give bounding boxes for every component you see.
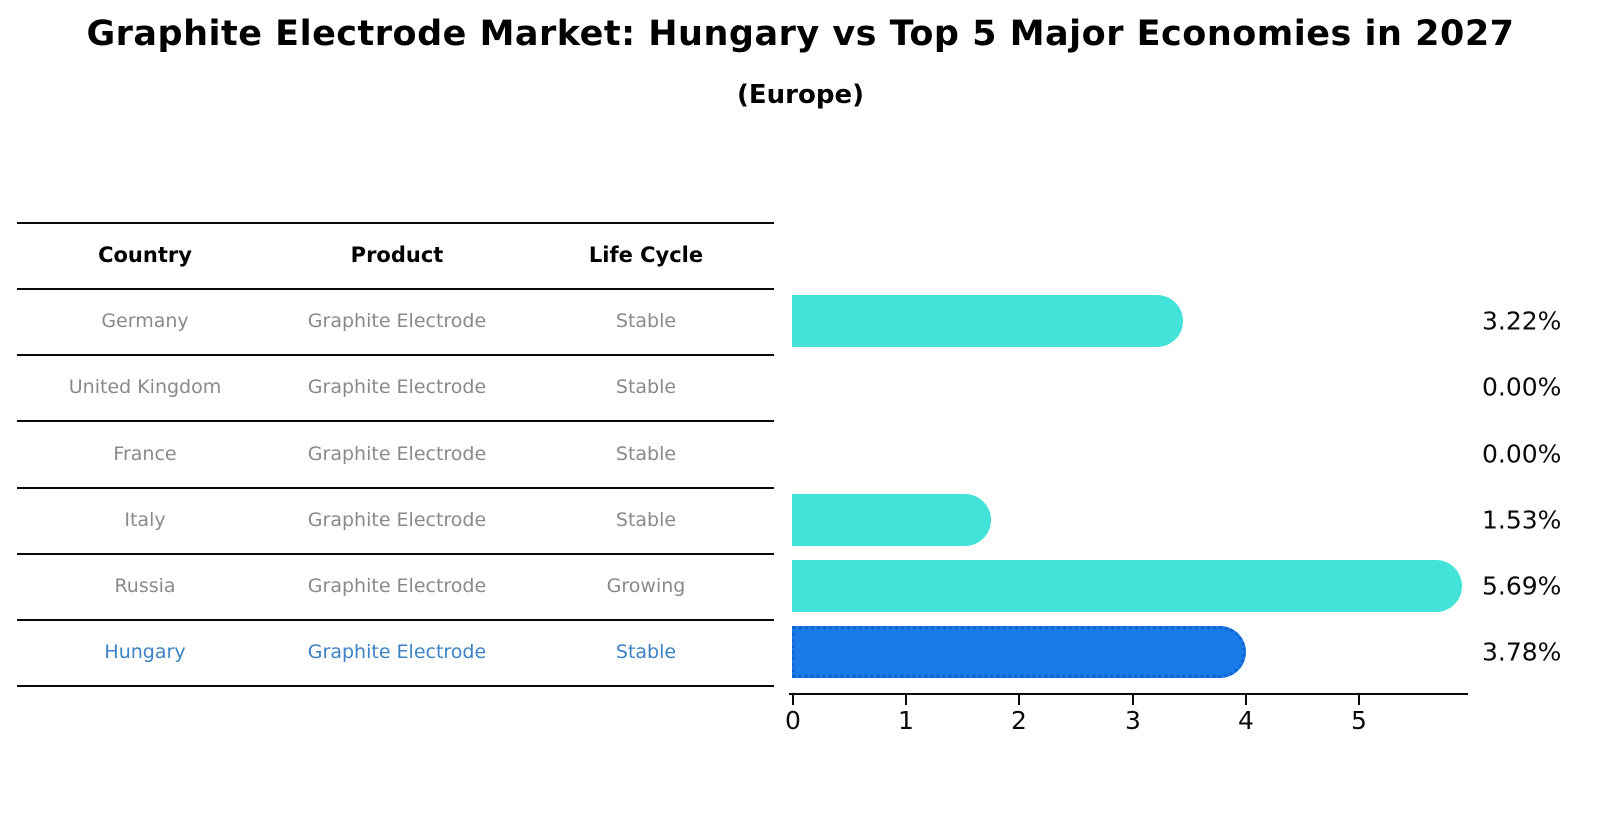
x-axis-tick <box>1132 693 1134 705</box>
table-header-life-cycle: Life Cycle <box>588 243 704 267</box>
table-rule <box>17 222 774 224</box>
table-rule <box>17 288 774 290</box>
x-axis-tick-label: 4 <box>1238 706 1254 735</box>
table-header-country: Country <box>98 243 192 267</box>
x-axis-tick <box>905 693 907 705</box>
cell-country: United Kingdom <box>68 376 222 398</box>
bar-russia <box>792 560 1462 612</box>
value-label: 1.53% <box>1482 505 1562 535</box>
x-axis-tick <box>1018 693 1020 705</box>
x-axis-tick <box>792 693 794 705</box>
bar-italy <box>792 494 991 546</box>
cell-life-cycle: Stable <box>615 310 677 332</box>
cell-product: Graphite Electrode <box>307 310 487 332</box>
cell-country: Italy <box>124 509 166 531</box>
table-rule <box>17 553 774 555</box>
cell-country: Russia <box>114 575 176 597</box>
cell-country-highlight: Hungary <box>104 641 186 663</box>
cell-life-cycle-highlight: Stable <box>615 641 677 663</box>
cell-country: France <box>113 443 177 465</box>
table-rule <box>17 354 774 356</box>
cell-product-highlight: Graphite Electrode <box>307 641 487 663</box>
cell-life-cycle: Stable <box>615 443 677 465</box>
value-label: 3.78% <box>1482 637 1562 667</box>
cell-country: Germany <box>101 310 189 332</box>
cell-life-cycle: Stable <box>615 376 677 398</box>
chart-subtitle: (Europe) <box>737 80 864 110</box>
bar-germany <box>792 295 1183 347</box>
x-axis-line <box>789 693 1468 695</box>
value-label: 0.00% <box>1482 372 1562 402</box>
x-axis-tick-label: 1 <box>898 706 914 735</box>
cell-product: Graphite Electrode <box>307 376 487 398</box>
cell-life-cycle: Growing <box>606 575 686 597</box>
table-rule <box>17 420 774 422</box>
table-rule <box>17 685 774 687</box>
x-axis-tick <box>1245 693 1247 705</box>
value-label: 5.69% <box>1482 571 1562 601</box>
cell-product: Graphite Electrode <box>307 575 487 597</box>
x-axis-tick <box>1358 693 1360 705</box>
x-axis-tick-label: 3 <box>1125 706 1141 735</box>
value-label: 0.00% <box>1482 439 1562 469</box>
cell-product: Graphite Electrode <box>307 443 487 465</box>
chart-title: Graphite Electrode Market: Hungary vs To… <box>86 14 1515 54</box>
table-header-product: Product <box>350 243 444 267</box>
value-label: 3.22% <box>1482 306 1562 336</box>
cell-product: Graphite Electrode <box>307 509 487 531</box>
x-axis-tick-label: 5 <box>1351 706 1367 735</box>
table-rule <box>17 487 774 489</box>
x-axis-tick-label: 0 <box>785 706 801 735</box>
table-rule <box>17 619 774 621</box>
x-axis-tick-label: 2 <box>1011 706 1027 735</box>
bar-hungary <box>792 626 1246 678</box>
cell-life-cycle: Stable <box>615 509 677 531</box>
